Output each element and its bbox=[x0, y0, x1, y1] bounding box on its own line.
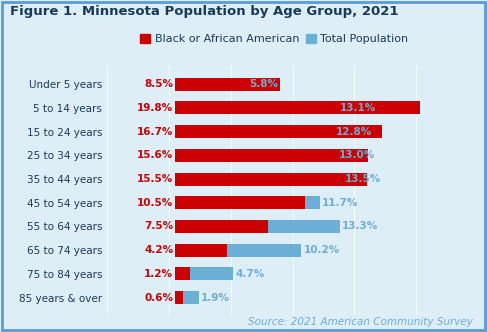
Text: 13.3%: 13.3% bbox=[342, 221, 378, 231]
Bar bbox=[175, 78, 280, 91]
Text: 10.5%: 10.5% bbox=[137, 198, 173, 208]
Bar bbox=[175, 220, 339, 233]
Text: 13.5%: 13.5% bbox=[344, 174, 381, 184]
Bar bbox=[175, 125, 334, 138]
Text: 16.7%: 16.7% bbox=[137, 126, 173, 137]
Bar bbox=[175, 173, 367, 186]
Text: 5.8%: 5.8% bbox=[249, 79, 278, 89]
Bar bbox=[175, 101, 337, 115]
Text: 19.8%: 19.8% bbox=[137, 103, 173, 113]
Text: 1.2%: 1.2% bbox=[144, 269, 173, 279]
Bar bbox=[175, 173, 342, 186]
Bar bbox=[175, 244, 301, 257]
Text: Source: 2021 American Community Survey: Source: 2021 American Community Survey bbox=[247, 317, 472, 327]
Bar bbox=[175, 267, 233, 281]
Text: 1.9%: 1.9% bbox=[201, 292, 230, 302]
Text: 12.8%: 12.8% bbox=[336, 126, 372, 137]
Text: 10.2%: 10.2% bbox=[304, 245, 340, 255]
Bar bbox=[175, 291, 183, 304]
Bar bbox=[175, 78, 247, 91]
Legend: Black or African American, Total Population: Black or African American, Total Populat… bbox=[136, 30, 413, 48]
Text: 8.5%: 8.5% bbox=[144, 79, 173, 89]
Text: 13.0%: 13.0% bbox=[338, 150, 375, 160]
Bar bbox=[175, 220, 268, 233]
Bar bbox=[175, 244, 227, 257]
Text: 11.7%: 11.7% bbox=[322, 198, 358, 208]
Bar bbox=[175, 196, 305, 209]
Text: 4.7%: 4.7% bbox=[236, 269, 265, 279]
Bar bbox=[175, 267, 190, 281]
Bar bbox=[175, 149, 368, 162]
Bar bbox=[175, 149, 336, 162]
Text: 15.6%: 15.6% bbox=[137, 150, 173, 160]
Text: 4.2%: 4.2% bbox=[144, 245, 173, 255]
Text: 7.5%: 7.5% bbox=[144, 221, 173, 231]
Text: 0.6%: 0.6% bbox=[144, 292, 173, 302]
Bar bbox=[175, 291, 199, 304]
Text: 13.1%: 13.1% bbox=[339, 103, 376, 113]
Text: Figure 1. Minnesota Population by Age Group, 2021: Figure 1. Minnesota Population by Age Gr… bbox=[10, 5, 398, 18]
Bar bbox=[175, 196, 320, 209]
Bar bbox=[175, 101, 420, 115]
Bar bbox=[175, 125, 382, 138]
Text: 15.5%: 15.5% bbox=[137, 174, 173, 184]
